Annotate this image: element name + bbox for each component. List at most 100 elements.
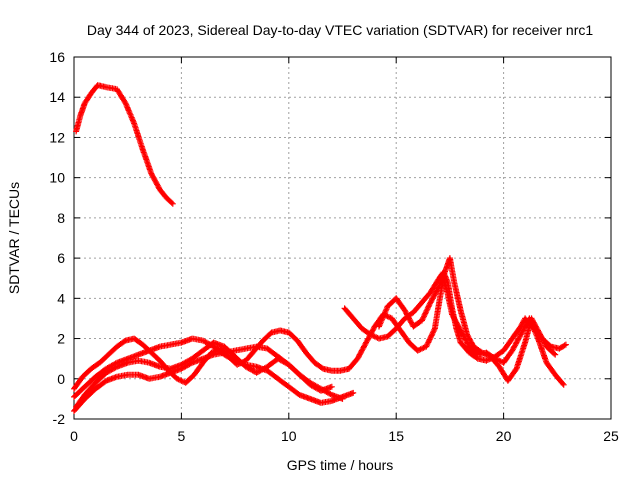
data-point [384, 326, 399, 340]
data-point [156, 186, 169, 200]
y-tick-label: 6 [57, 250, 65, 266]
data-point [232, 345, 248, 354]
data-point [552, 371, 566, 387]
data-point [92, 378, 108, 392]
data-layer [71, 82, 569, 414]
data-point [264, 367, 280, 381]
y-axis-label: SDTVAR / TECUs [6, 182, 22, 294]
data-point [81, 374, 98, 390]
chart-title: Day 344 of 2023, Sidereal Day-to-day VTE… [87, 22, 593, 38]
data-point [350, 389, 357, 396]
data-point [397, 327, 412, 345]
data-point [296, 371, 313, 387]
data-point [496, 363, 511, 383]
data-point [81, 91, 94, 107]
y-tick-label: 14 [49, 89, 65, 105]
data-point [535, 335, 550, 365]
data-point [178, 360, 194, 372]
data-point [457, 339, 472, 355]
data-point [103, 364, 119, 376]
data-point [479, 349, 493, 359]
data-point [543, 343, 558, 357]
x-tick-label: 10 [281, 428, 297, 444]
plot-frame [73, 56, 612, 420]
data-point [504, 366, 519, 384]
data-point [169, 200, 176, 207]
data-point [431, 300, 442, 332]
data-point [139, 146, 154, 176]
data-point [96, 352, 111, 366]
data-point [466, 343, 480, 357]
data-point [71, 384, 87, 400]
data-point [354, 340, 369, 362]
x-tick-label: 0 [70, 428, 78, 444]
data-point [163, 194, 175, 206]
data-point [487, 353, 502, 369]
x-tick-label: 20 [496, 428, 512, 444]
x-tick-label: 15 [388, 428, 404, 444]
data-point [556, 342, 568, 352]
data-point [410, 318, 424, 330]
data-point [182, 372, 197, 386]
data-point [552, 351, 559, 358]
data-point [562, 341, 569, 348]
data-point [513, 341, 528, 372]
data-point [105, 344, 119, 358]
y-tick-label: 0 [57, 371, 65, 387]
data-point [444, 291, 455, 316]
data-point [427, 284, 442, 306]
data-point [79, 366, 94, 380]
data-point [114, 86, 128, 105]
data-point [260, 330, 274, 344]
data-point [221, 343, 237, 359]
data-point [466, 349, 480, 361]
x-axis-label: GPS time / hours [287, 457, 394, 473]
data-point [345, 356, 360, 372]
data-point [509, 332, 524, 354]
data-point [285, 329, 300, 343]
y-tick-label: 4 [57, 290, 65, 306]
y-tick-label: -2 [53, 411, 66, 427]
data-point [285, 383, 302, 397]
data-point [328, 383, 335, 390]
series-group [73, 82, 176, 207]
data-point [528, 315, 541, 333]
data-point [509, 324, 523, 342]
data-point [449, 311, 463, 333]
data-point [543, 359, 558, 377]
data-point [122, 100, 137, 125]
data-point [191, 360, 205, 378]
data-point [135, 371, 151, 382]
data-point [167, 339, 183, 348]
data-point [500, 336, 515, 354]
data-point [178, 336, 194, 346]
data-point [303, 349, 317, 365]
data-point [453, 325, 464, 345]
data-point [451, 279, 464, 312]
x-tick-label: 25 [603, 428, 619, 444]
data-point [419, 300, 433, 324]
data-point [560, 381, 567, 388]
data-point [264, 345, 280, 359]
data-point [423, 326, 438, 350]
y-tick-label: 8 [57, 210, 65, 226]
data-point [114, 372, 130, 380]
data-point [275, 355, 291, 367]
data-point [427, 276, 442, 296]
data-point [414, 344, 428, 354]
data-point [500, 348, 515, 366]
x-tick-label: 5 [178, 428, 186, 444]
data-point [92, 366, 108, 380]
data-point [148, 170, 163, 192]
data-point [470, 343, 484, 355]
data-point [294, 337, 309, 355]
data-point [363, 324, 377, 346]
y-tick-label: 16 [49, 49, 65, 65]
data-point [253, 364, 269, 376]
data-point [103, 360, 119, 372]
data-point [232, 353, 248, 369]
data-point [410, 300, 424, 316]
